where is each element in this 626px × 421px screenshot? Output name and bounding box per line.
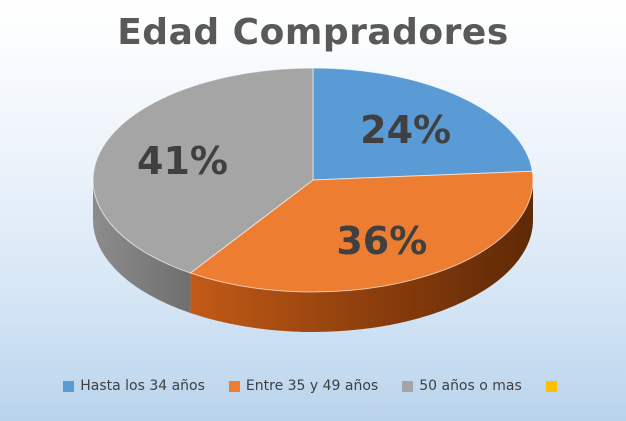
pie-slice-2: [92, 67, 314, 274]
legend-swatch-2: [402, 380, 414, 392]
legend-swatch-3: [545, 380, 557, 392]
pie-slice-0: [312, 67, 533, 181]
legend-label-0: Hasta los 34 años: [80, 378, 205, 394]
legend-item-0: Hasta los 34 años: [63, 378, 205, 394]
data-label-0: 24%: [360, 108, 451, 152]
legend-label-1: Entre 35 y 49 años: [245, 378, 379, 394]
pie-tops: [92, 67, 534, 293]
data-label-2: 41%: [137, 139, 228, 183]
legend-label-2: 50 años o mas: [419, 378, 522, 394]
pie-labels: 24% 36% 41%: [137, 108, 451, 263]
legend-swatch-1: [228, 380, 240, 392]
pie-sides: [93, 180, 534, 332]
legend-item-1: Entre 35 y 49 años: [228, 378, 379, 394]
pie-slice-side-1: [190, 180, 534, 332]
data-label-1: 36%: [336, 219, 427, 263]
legend-item-2: 50 años o mas: [402, 378, 522, 394]
legend-swatch-0: [63, 380, 75, 392]
legend-item-3: [545, 380, 563, 392]
chart-title: Edad Compradores: [117, 12, 509, 53]
pie-slice-side-2: [93, 180, 191, 313]
legend: Hasta los 34 años Entre 35 y 49 años 50 añ…: [0, 378, 626, 394]
pie-slice-1: [189, 170, 534, 293]
